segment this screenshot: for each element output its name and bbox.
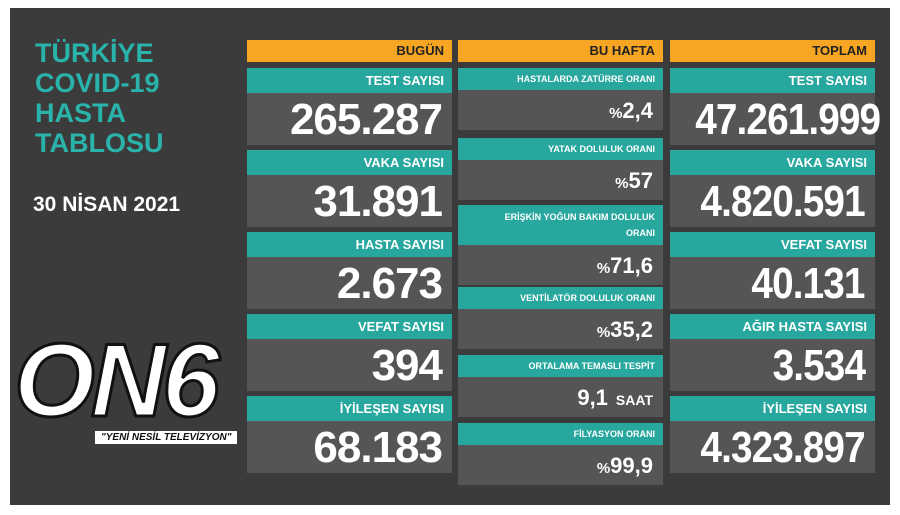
- card-value: %35,2: [458, 309, 663, 349]
- value: 4.820.591: [700, 177, 866, 226]
- title-line: TABLOSU: [35, 128, 164, 158]
- card-value: 4.820.591: [670, 175, 875, 227]
- value: 2.673: [336, 259, 443, 308]
- card-value: 265.287: [247, 93, 452, 145]
- card-label: VEFAT SAYISI: [247, 314, 452, 339]
- card-value: %99,9: [458, 445, 663, 485]
- card-value: 47.261.999: [670, 93, 881, 145]
- card-value: %2,4: [458, 90, 663, 130]
- card-value: 2.673: [247, 257, 452, 309]
- title-line: HASTA: [35, 98, 126, 128]
- value: 35,2: [610, 317, 653, 342]
- infographic: ON6 "YENİ NESİL TELEVİZYON" 30 NİSAN 202…: [10, 8, 890, 505]
- title-line: TÜRKİYE: [35, 38, 154, 68]
- card-label: İYİLEŞEN SAYISI: [247, 396, 452, 421]
- card-label: VENTİLATÖR DOLULUK ORANI: [458, 287, 663, 309]
- card-value: 68.183: [247, 421, 452, 473]
- card-label: TEST SAYISI: [670, 68, 875, 93]
- column-header: BU HAFTA: [458, 40, 663, 62]
- card-value: %57: [458, 160, 663, 200]
- card-label: YATAK DOLULUK ORANI: [458, 138, 663, 160]
- value: 265.287: [289, 95, 443, 144]
- logo: ON6: [13, 323, 222, 439]
- card-label: AĞIR HASTA SAYISI: [670, 314, 875, 339]
- value: 4.323.897: [700, 423, 866, 472]
- value: 68.183: [313, 423, 443, 472]
- logo-tagline: "YENİ NESİL TELEVİZYON": [95, 431, 238, 444]
- value-prefix: %: [596, 324, 611, 341]
- value: 47.261.999: [695, 95, 881, 144]
- card-label: FİLYASYON ORANI: [458, 423, 663, 445]
- card-label: VAKA SAYISI: [247, 150, 452, 175]
- value-prefix: %: [615, 175, 629, 192]
- value-prefix: %: [596, 460, 611, 477]
- card-label: HASTA SAYISI: [247, 232, 452, 257]
- value: 71,6: [610, 253, 653, 278]
- title-line: COVID-19: [35, 68, 160, 98]
- value: 57: [628, 168, 653, 193]
- value: 9,1: [577, 385, 608, 410]
- card-value: 394: [247, 339, 452, 391]
- card-value: 40.131: [670, 257, 875, 309]
- card-label: VAKA SAYISI: [670, 150, 875, 175]
- card-label: İYİLEŞEN SAYISI: [670, 396, 875, 421]
- value: 394: [371, 341, 443, 390]
- value: 3.534: [772, 341, 866, 390]
- card-value: 31.891: [247, 175, 452, 227]
- card-label: HASTALARDA ZATÜRRE ORANI: [458, 68, 663, 90]
- value: 40.131: [751, 259, 866, 308]
- value: 2,4: [622, 98, 653, 123]
- column-header: BUGÜN: [247, 40, 452, 62]
- card-label: ORTALAMA TEMASLI TESPİT SÜRESİ: [458, 355, 663, 393]
- card-label: ERİŞKİN YOĞUN BAKIM DOLULUK ORANI: [458, 205, 663, 245]
- value: 99,9: [610, 453, 653, 478]
- card-value: %71,6: [458, 245, 663, 285]
- value-prefix: %: [609, 105, 623, 122]
- card-value: 4.323.897: [670, 421, 875, 473]
- value: 31.891: [313, 177, 443, 226]
- value-suffix: SAAT: [615, 392, 653, 408]
- column-header: TOPLAM: [670, 40, 875, 62]
- card-value: 3.534: [670, 339, 875, 391]
- value-prefix: %: [596, 260, 611, 277]
- card-label: TEST SAYISI: [247, 68, 452, 93]
- card-value: 9,1 SAAT: [458, 377, 663, 417]
- date: 30 NİSAN 2021: [33, 193, 181, 216]
- card-label: VEFAT SAYISI: [670, 232, 875, 257]
